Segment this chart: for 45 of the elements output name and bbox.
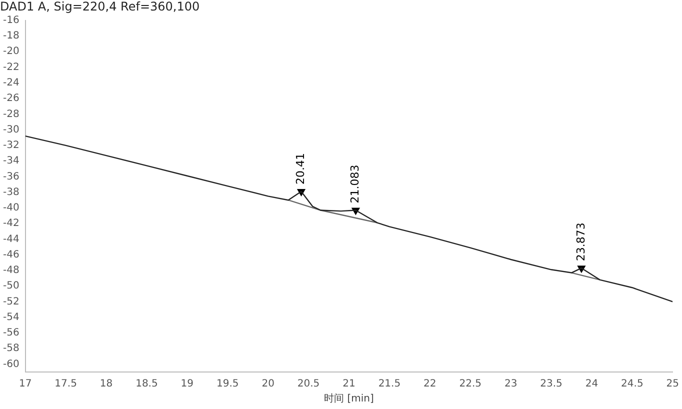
y-tick-label: -50 [2, 280, 20, 292]
y-tick-label: -30 [2, 124, 20, 136]
y-tick-label: -56 [2, 328, 20, 339]
x-tick-label: 17.5 [54, 378, 77, 390]
x-tick-label: 23.5 [540, 378, 562, 390]
y-tick-label: -44 [2, 234, 20, 245]
x-tick-label: 19 [180, 378, 194, 390]
y-tick-label: -58 [2, 343, 20, 354]
x-tick-label: 24 [585, 378, 598, 390]
x-axis-title: 时间 [min] [324, 392, 374, 405]
y-tick-label: -42 [2, 218, 20, 230]
x-tick-label: 22.5 [459, 378, 482, 390]
y-tick-label: -18 [2, 30, 20, 42]
annotation: 20.41 [294, 153, 308, 185]
x-tick-label: 23 [504, 378, 518, 390]
y-tick-label: -48 [2, 265, 20, 276]
x-tick-label: 24.5 [621, 378, 644, 390]
x-tick-label: 18 [100, 378, 113, 390]
y-tick-label: -40 [2, 202, 20, 214]
y-tick-label: -36 [2, 171, 20, 182]
y-tick-label: -34 [2, 156, 20, 167]
x-tick-label: 21 [342, 378, 356, 390]
chart-title: DAD1 A, Sig=220,4 Ref=360,100 [0, 0, 200, 14]
x-tick-label: 17 [18, 378, 32, 390]
x-tick-label: 22 [424, 378, 436, 390]
y-tick-label: -26 [2, 93, 20, 104]
annotation: 23.873 [574, 222, 588, 262]
y-tick-label: -28 [2, 108, 20, 120]
y-tick-label: -16 [2, 14, 20, 26]
y-tick-label: -20 [2, 46, 20, 58]
y-tick-label: -46 [2, 249, 20, 260]
y-tick-label: -24 [2, 78, 20, 88]
y-tick-label: -32 [2, 140, 20, 152]
y-tick-label: -52 [2, 296, 20, 308]
y-tick-label: -54 [2, 312, 20, 323]
x-tick-label: 21.5 [378, 378, 401, 390]
x-tick-label: 19.5 [216, 378, 239, 390]
annotation: 21.083 [348, 164, 362, 204]
x-tick-label: 20.5 [297, 378, 320, 390]
y-tick-label: -22 [2, 62, 20, 73]
x-tick-label: 20 [262, 378, 274, 390]
x-tick-label: 25 [666, 378, 680, 390]
x-tick-label: 18.5 [136, 378, 158, 390]
y-tick-label: -60 [2, 358, 20, 370]
y-tick-label: -38 [2, 186, 20, 198]
